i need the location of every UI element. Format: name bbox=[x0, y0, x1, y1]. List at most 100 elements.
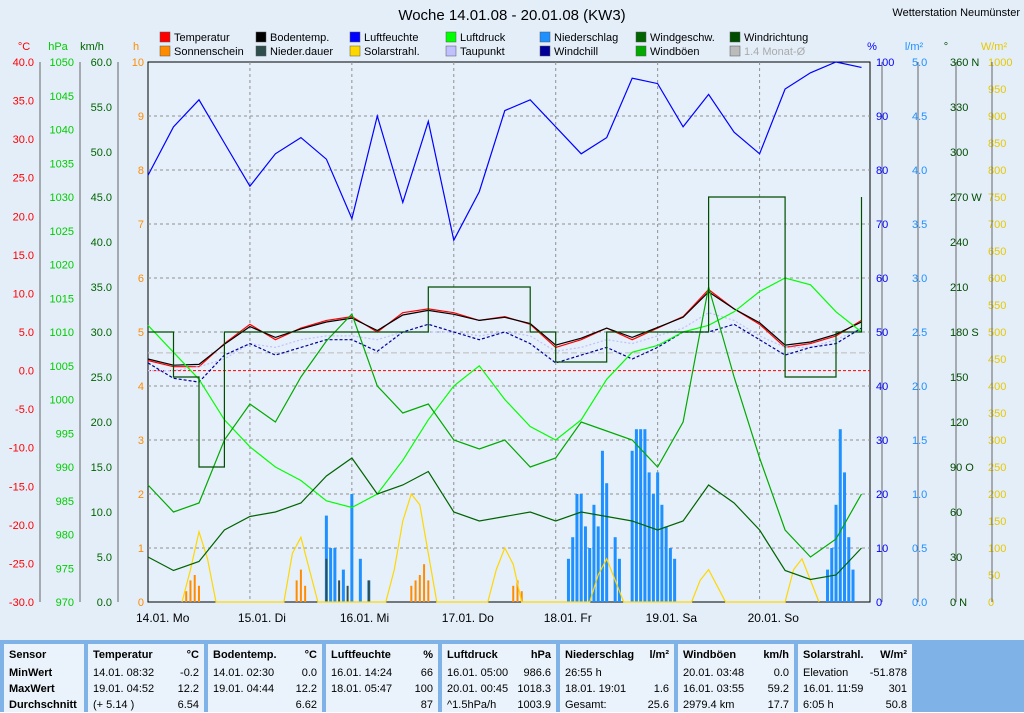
axis-tick-label: 0.0 bbox=[912, 597, 927, 609]
bar-niederschlag bbox=[651, 494, 655, 602]
series-line-bodentemp bbox=[147, 291, 862, 366]
bar-niederschlag bbox=[583, 526, 587, 602]
stats-pressure-unit: hPa bbox=[530, 649, 551, 661]
legend-label: Solarstrahl. bbox=[364, 46, 420, 58]
axis-tick-label: 15.0 bbox=[13, 250, 34, 262]
stats-temperature-max-time: 19.01. 04:52 bbox=[93, 683, 155, 695]
axis-tick-label: 330 bbox=[950, 102, 968, 114]
axis-tick-label: 35.0 bbox=[91, 282, 112, 294]
stats-pressure-min: 986.6 bbox=[523, 667, 551, 679]
stats-temperature-avg: 6.54 bbox=[177, 699, 199, 711]
stats-gusts-max-time: 16.01. 03:55 bbox=[683, 683, 745, 695]
legend-swatch bbox=[729, 31, 741, 43]
axis-unit-label: km/h bbox=[80, 41, 104, 53]
stats-temperature-avg-note: (+ 5.14 ) bbox=[93, 699, 135, 711]
axis-tick-label: 1005 bbox=[50, 361, 74, 373]
bar-niederschlag bbox=[647, 472, 651, 602]
bar-sonnenschein bbox=[410, 585, 413, 602]
stats-temperature-unit: °C bbox=[186, 649, 199, 661]
day-label: 14.01. Mo bbox=[136, 611, 190, 625]
bar-niederschlag bbox=[341, 569, 345, 602]
stats-gusts-min-time: 20.01. 03:48 bbox=[683, 667, 745, 679]
series-line-luftfeuchte bbox=[147, 61, 862, 242]
bar-sonnenschein bbox=[304, 585, 307, 602]
bar-niederschlag bbox=[830, 548, 834, 602]
bar-niederschlag bbox=[826, 569, 830, 602]
series-line-solarstrahl bbox=[181, 492, 820, 603]
axis-tick-label: 5 bbox=[138, 327, 144, 339]
bar-niederschlag bbox=[851, 569, 855, 602]
axis-tick-label: 700 bbox=[988, 219, 1006, 231]
legend-label: Windböen bbox=[650, 46, 700, 58]
bar-niederschlag bbox=[847, 537, 851, 602]
axis-unit-label: l/m² bbox=[905, 41, 924, 53]
legend-swatch bbox=[159, 45, 171, 57]
stats-temperature-title: Temperatur bbox=[93, 649, 153, 661]
legend-swatch bbox=[635, 45, 647, 57]
axis-tick-label: 6 bbox=[138, 273, 144, 285]
bar-sonnenschein bbox=[197, 585, 200, 602]
legend-label: Windgeschw. bbox=[650, 32, 715, 44]
axis-tick-label: 1040 bbox=[50, 125, 74, 137]
stats-solar-elevation-label: Elevation bbox=[803, 667, 849, 679]
bar-niederschlag bbox=[643, 429, 647, 602]
legend-swatch bbox=[255, 45, 267, 57]
axis-tick-label: 40.0 bbox=[91, 237, 112, 249]
axis-tick-label: 2.0 bbox=[912, 381, 927, 393]
bar-niederschlag bbox=[596, 526, 600, 602]
stats-humidity-title: Luftfeuchte bbox=[331, 649, 391, 661]
bar-sonnenschein bbox=[414, 580, 417, 602]
legend-label: Sonnenschein bbox=[174, 46, 244, 58]
series-line-windrichtung bbox=[148, 196, 863, 468]
legend-label: Nieder.dauer bbox=[270, 46, 333, 58]
axis-tick-label: 3.5 bbox=[912, 219, 927, 231]
axis-unit-label: hPa bbox=[48, 41, 68, 53]
axis-tick-label: 300 bbox=[988, 435, 1006, 447]
stats-soiltemp: Bodentemp. °C 14.01. 02:30 0.0 19.01. 04:… bbox=[208, 644, 322, 712]
legend-label: Taupunkt bbox=[460, 46, 505, 58]
stats-gusts-title: Windböen bbox=[683, 649, 737, 661]
bar-niederschlag bbox=[579, 494, 583, 602]
series-line-windben bbox=[147, 286, 863, 558]
stats-solar-avg: 50.8 bbox=[885, 699, 907, 711]
bar-niederschlag bbox=[358, 558, 362, 602]
bar-sonnenschein bbox=[520, 591, 523, 602]
axis-tick-label: 150 bbox=[988, 516, 1006, 528]
stats-rain-title: Niederschlag bbox=[565, 649, 635, 661]
legend-label: Windrichtung bbox=[744, 32, 808, 44]
axis-tick-label: 0 bbox=[876, 597, 882, 609]
stats-temperature-min: -0.2 bbox=[180, 667, 199, 679]
axis-tick-label: 20.0 bbox=[13, 211, 34, 223]
legend-swatch bbox=[729, 45, 741, 57]
axis-tick-label: 2 bbox=[138, 489, 144, 501]
stats-gusts: Windböen km/h 20.01. 03:48 0.0 16.01. 03:… bbox=[678, 644, 794, 712]
stats-rain-max: 1.6 bbox=[653, 683, 669, 695]
series-line-taupunkt bbox=[148, 312, 862, 372]
bar-niederschlag bbox=[668, 548, 672, 602]
bar-sonnenschein bbox=[189, 580, 192, 602]
stats-temperature-max: 12.2 bbox=[177, 683, 199, 695]
stats-solar-elevation: -51.878 bbox=[869, 667, 907, 679]
axis-tick-label: -5.0 bbox=[15, 404, 34, 416]
axis-tick-label: 4.5 bbox=[912, 111, 927, 123]
bar-niederschlag bbox=[333, 548, 337, 602]
bar-sonnenschein bbox=[512, 585, 515, 602]
axis-unit-label: h bbox=[133, 41, 139, 53]
axis-tick-label: 9 bbox=[138, 111, 144, 123]
stats-pressure-trend: ^1.5hPa/h bbox=[447, 699, 497, 711]
day-label: 19.01. Sa bbox=[646, 611, 698, 625]
bar-niederschlag bbox=[617, 558, 621, 602]
bar-niederdauer bbox=[338, 580, 341, 602]
stats-avg-label: Durchschnitt bbox=[9, 699, 77, 711]
axis-tick-label: 850 bbox=[988, 138, 1006, 150]
axis-tick-label: 750 bbox=[988, 192, 1006, 204]
axis-tick-label: 30.0 bbox=[13, 134, 34, 146]
stats-pressure-min-time: 16.01. 05:00 bbox=[447, 667, 509, 679]
bar-niederschlag bbox=[613, 537, 617, 602]
axis-tick-label: 20.0 bbox=[91, 417, 112, 429]
stats-soiltemp-avg: 6.62 bbox=[295, 699, 317, 711]
axis-tick-label: 300 bbox=[950, 147, 968, 159]
bar-niederdauer bbox=[346, 585, 349, 602]
stats-soiltemp-max-time: 19.01. 04:44 bbox=[213, 683, 275, 695]
axis-tick-label: 25.0 bbox=[91, 372, 112, 384]
